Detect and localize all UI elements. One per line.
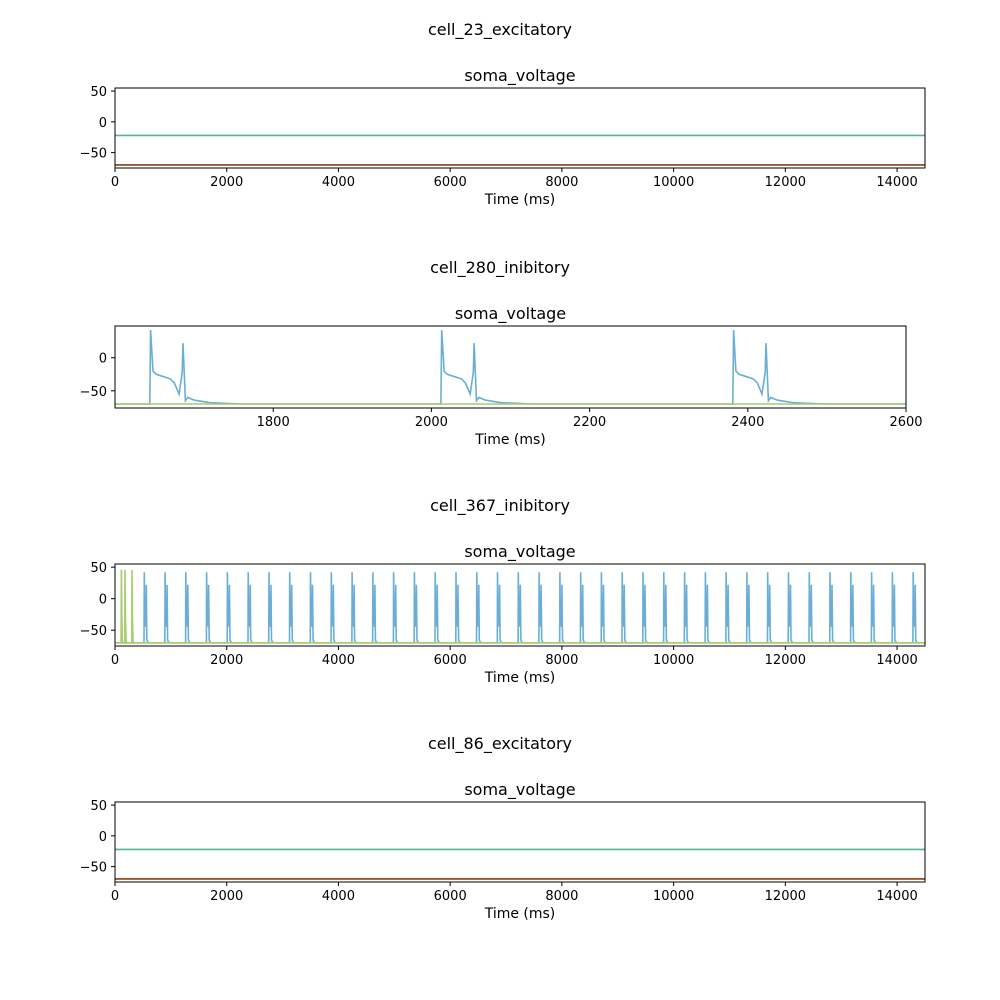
- x-tick-label: 4000: [322, 175, 355, 190]
- spike-train-line: [115, 569, 925, 644]
- x-tick-label: 2000: [210, 653, 243, 668]
- x-tick-label: 14000: [876, 653, 917, 668]
- y-tick-label: −50: [80, 385, 107, 400]
- plot-title: soma_voltage: [464, 66, 575, 86]
- chart-cell-23: soma_voltage 0 2000 4000 6000 8000 10000 12000 1…: [80, 66, 926, 208]
- y-tick-label: 0: [99, 593, 107, 608]
- plot-area: [115, 134, 925, 166]
- y-tick-label: 0: [99, 352, 107, 367]
- axes-frame: [114, 801, 926, 883]
- plot-area: [115, 848, 925, 880]
- plot-title: soma_voltage: [455, 304, 566, 324]
- y-tick-label: 50: [90, 85, 107, 100]
- x-axis-label: Time (ms): [474, 432, 546, 448]
- y-tick-label: −50: [80, 861, 107, 876]
- x-tick-label: 2200: [573, 415, 606, 430]
- axes-frame: [114, 563, 926, 647]
- x-tick-label: 10000: [653, 889, 694, 904]
- chart-cell-86: soma_voltage 0 2000 4000 6000 8000 10000 12000 1…: [80, 780, 926, 922]
- x-tick-label: 4000: [322, 653, 355, 668]
- x-axis-label: Time (ms): [484, 906, 556, 922]
- x-tick-label: 0: [111, 175, 119, 190]
- series-line: [115, 329, 906, 405]
- x-tick-label: 2000: [415, 415, 448, 430]
- x-tick-label: 10000: [653, 653, 694, 668]
- plot-area: [115, 329, 906, 405]
- y-tick-label: 50: [90, 799, 107, 814]
- x-tick-label: 8000: [545, 889, 578, 904]
- x-tick-label: 8000: [545, 653, 578, 668]
- x-tick-label: 10000: [653, 175, 694, 190]
- plot-area: [115, 569, 925, 644]
- chart-cell-280: soma_voltage 1800 2000 2200 2400 2600 0 −50 Time…: [80, 304, 923, 448]
- y-tick-label: 0: [99, 116, 107, 131]
- x-tick-label: 12000: [765, 653, 806, 668]
- axes-frame: [114, 325, 907, 409]
- y-tick-label: −50: [80, 147, 107, 162]
- figure-suptitle: cell_280_inibitory: [430, 258, 570, 277]
- chart-cell-367: soma_voltage 0 2000 4000 6000 8000 10000 12000 1…: [80, 542, 926, 686]
- x-tick-label: 14000: [876, 889, 917, 904]
- figure-suptitle: cell_367_inibitory: [430, 496, 570, 515]
- x-tick-label: 14000: [876, 175, 917, 190]
- x-tick-label: 0: [111, 653, 119, 668]
- x-tick-label: 6000: [434, 653, 467, 668]
- x-tick-label: 12000: [765, 889, 806, 904]
- x-tick-label: 2000: [210, 889, 243, 904]
- spike-train-line: [115, 572, 925, 644]
- plot-title: soma_voltage: [464, 780, 575, 800]
- figure-suptitle: cell_86_excitatory: [427, 734, 573, 753]
- y-tick-label: 0: [99, 830, 107, 845]
- x-tick-label: 12000: [765, 175, 806, 190]
- plot-title: soma_voltage: [464, 542, 575, 562]
- x-tick-label: 4000: [322, 889, 355, 904]
- x-tick-label: 2400: [731, 415, 764, 430]
- x-axis-label: Time (ms): [484, 670, 556, 686]
- y-tick-label: 50: [90, 561, 107, 576]
- x-axis-label: Time (ms): [484, 192, 556, 208]
- figure-suptitle: cell_23_excitatory: [427, 20, 573, 39]
- x-tick-label: 6000: [434, 889, 467, 904]
- x-tick-label: 0: [111, 889, 119, 904]
- x-tick-label: 8000: [545, 175, 578, 190]
- y-tick-label: −50: [80, 624, 107, 639]
- x-tick-label: 6000: [434, 175, 467, 190]
- x-tick-label: 2000: [210, 175, 243, 190]
- axes-frame: [114, 87, 926, 169]
- x-tick-label: 1800: [257, 415, 290, 430]
- x-tick-label: 2600: [889, 415, 922, 430]
